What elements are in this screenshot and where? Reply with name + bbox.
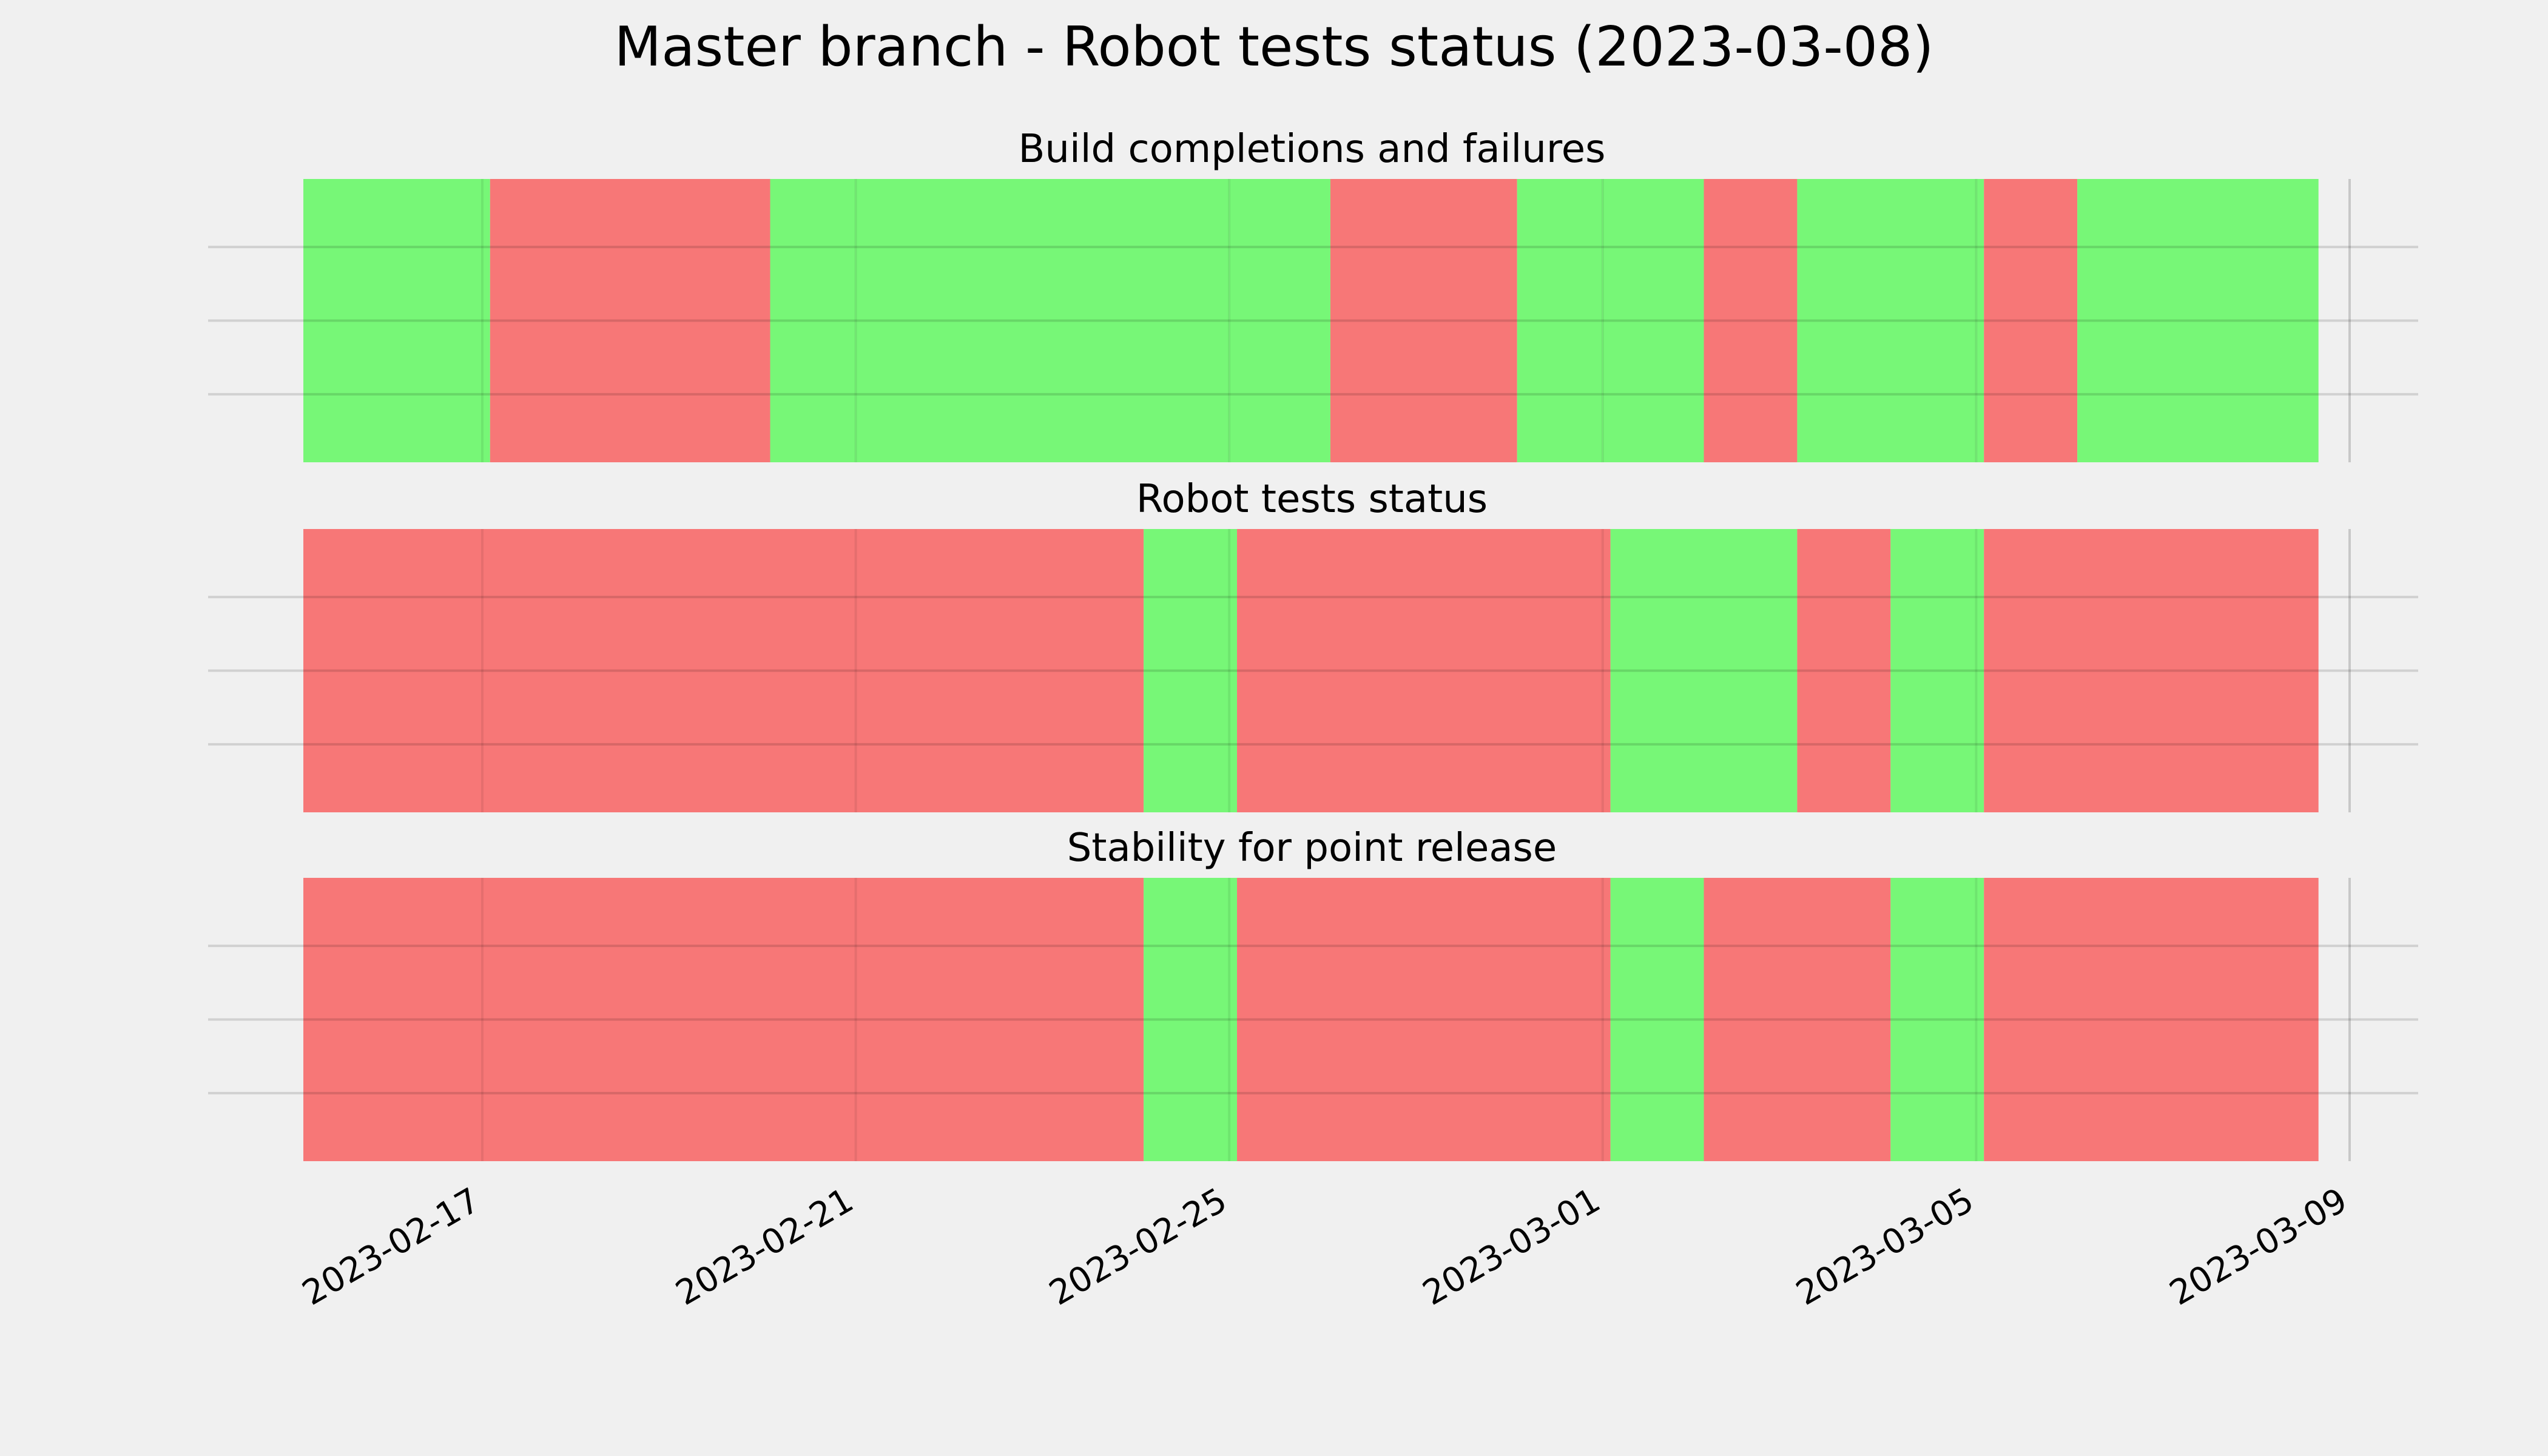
x-tick-label: 2023-03-01 (1416, 1181, 1606, 1313)
panel-1: Build completions and failures (208, 127, 2418, 462)
panel-title: Build completions and failures (1019, 127, 1606, 172)
segment-fail (303, 878, 1144, 1161)
segment-pass (1229, 179, 1330, 462)
segment-fail (1704, 878, 1891, 1161)
segment-fail (1984, 878, 2319, 1161)
segment-pass (1890, 878, 1984, 1161)
panel-title: Robot tests status (1136, 477, 1488, 522)
x-tick-label: 2023-02-17 (296, 1181, 487, 1313)
segment-pass (1890, 529, 1984, 812)
segment-fail (303, 529, 1144, 812)
segment-pass (1797, 179, 1977, 462)
segment-pass (1517, 179, 1603, 462)
segment-fail (1984, 179, 2078, 462)
segment-pass (482, 179, 490, 462)
segment-pass (1144, 878, 1238, 1161)
segment-fail (1797, 529, 1891, 812)
segment-pass (855, 179, 1230, 462)
x-axis-ticks: 2023-02-17 2023-02-21 2023-02-25 2023-03-01… (296, 1181, 2354, 1313)
segment-pass (303, 179, 482, 462)
chart-title: Master branch - Robot tests status (2023… (615, 15, 1934, 79)
segment-pass (1976, 179, 1984, 462)
segment-fail (1704, 179, 1798, 462)
panel-2: Robot tests status (208, 477, 2418, 812)
segment-fail (490, 179, 770, 462)
segment-fail (1984, 529, 2319, 812)
panel-title: Stability for point release (1067, 826, 1557, 871)
x-tick-label: 2023-03-05 (1790, 1181, 1980, 1313)
segment-pass (770, 179, 856, 462)
x-tick-label: 2023-02-21 (669, 1181, 860, 1313)
segment-fail (1330, 179, 1517, 462)
segment-pass (1602, 179, 1704, 462)
chart-panels: Build completions and failures Robot test… (208, 127, 2418, 1161)
segment-fail (1237, 529, 1611, 812)
x-tick-label: 2023-03-09 (2163, 1181, 2354, 1313)
segment-pass (1610, 878, 1704, 1161)
panel-3: Stability for point release (208, 826, 2418, 1161)
segment-fail (1237, 878, 1611, 1161)
segment-pass (1144, 529, 1238, 812)
x-tick-label: 2023-02-25 (1043, 1181, 1233, 1313)
segment-pass (1610, 529, 1798, 812)
segment-pass (2077, 179, 2319, 462)
